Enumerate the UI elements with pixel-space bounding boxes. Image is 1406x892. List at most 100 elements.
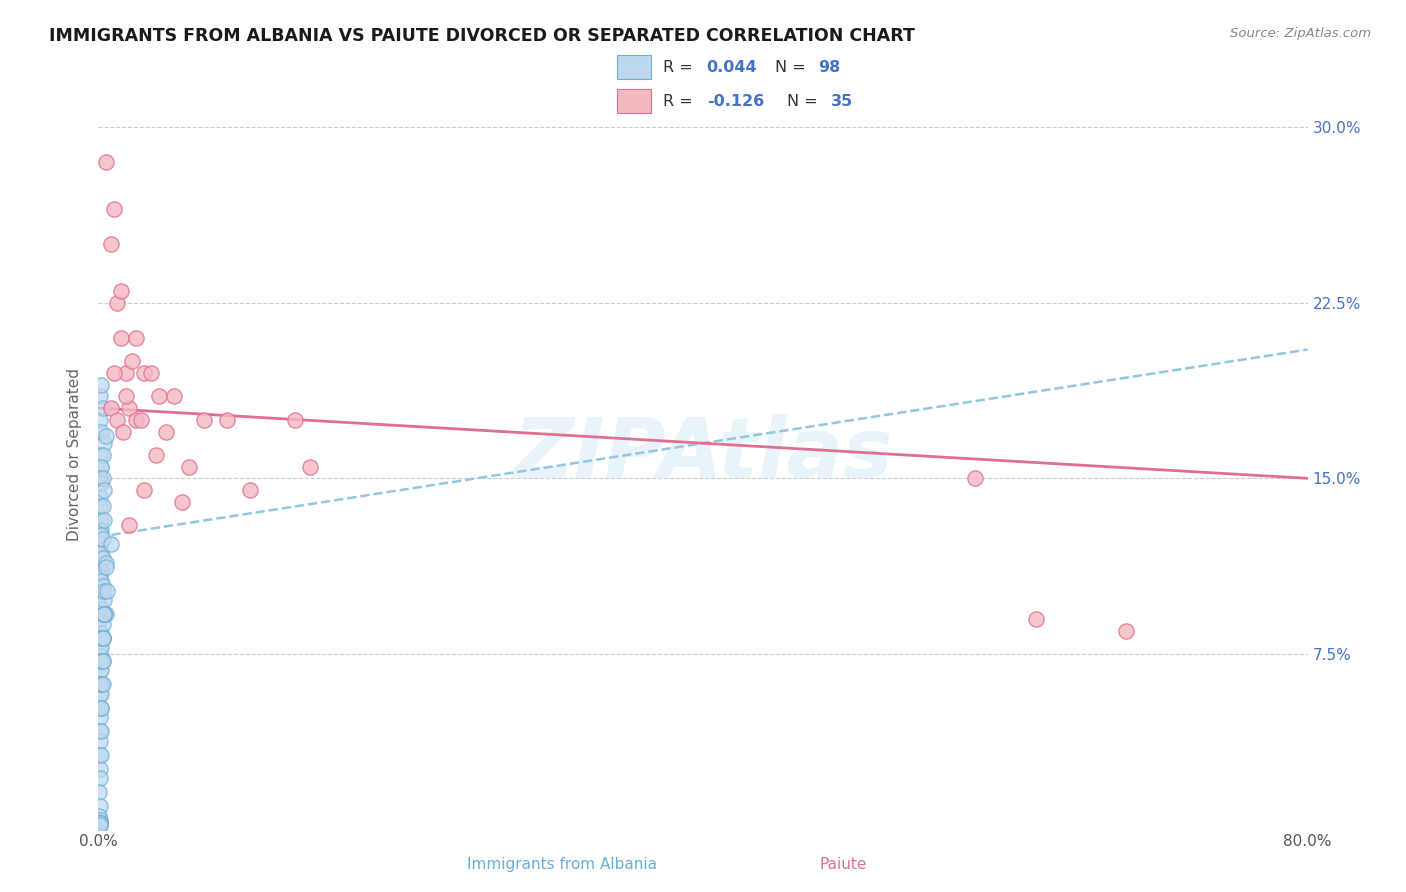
Point (90, 640, 112, 654)
Point (90, 677, 112, 691)
Point (90, 574, 112, 589)
Point (145, 448, 167, 462)
Point (89, 815, 111, 830)
Point (89, 389, 111, 403)
Point (89, 490, 111, 504)
Point (93, 513, 115, 527)
Point (90, 649, 112, 664)
Point (91, 631, 114, 645)
Point (89, 471, 111, 485)
Point (89, 710, 111, 724)
Point (90, 513, 112, 527)
Point (89, 815, 111, 830)
Point (89, 612, 111, 626)
Point (93, 607, 115, 621)
Text: 35: 35 (831, 94, 852, 109)
Point (89, 640, 111, 654)
Point (148, 389, 170, 403)
Point (89, 626, 111, 640)
Point (89, 747, 111, 762)
Point (125, 413, 148, 427)
Point (90, 687, 112, 701)
Point (103, 202, 125, 216)
Point (90, 654, 112, 668)
Point (89, 677, 111, 691)
Text: -0.126: -0.126 (707, 94, 763, 109)
Point (91, 654, 114, 668)
Point (91, 607, 114, 621)
Point (89, 808, 111, 822)
Point (100, 401, 122, 416)
Y-axis label: Divorced or Separated: Divorced or Separated (67, 368, 83, 541)
Point (89, 799, 111, 814)
Point (90, 747, 112, 762)
Point (284, 413, 307, 427)
Point (93, 607, 115, 621)
Point (91, 631, 114, 645)
Point (90, 724, 112, 739)
Point (90, 546, 112, 560)
Text: 98: 98 (818, 60, 841, 75)
Point (90, 565, 112, 579)
Point (89, 818, 111, 832)
Point (90, 677, 112, 691)
Point (132, 483, 155, 497)
Point (89, 583, 111, 598)
Point (90, 664, 112, 678)
Point (89, 654, 111, 668)
Point (93, 583, 115, 598)
Point (114, 366, 136, 380)
Point (94, 560, 117, 574)
Point (89, 814, 111, 828)
Point (89, 459, 111, 474)
Point (110, 284, 132, 298)
Point (89, 523, 111, 537)
Point (132, 366, 155, 380)
Point (94, 155, 117, 169)
Point (93, 607, 115, 621)
Point (91, 677, 114, 691)
Point (105, 295, 128, 310)
Point (89, 413, 111, 427)
Bar (617, 89, 651, 113)
Point (155, 425, 177, 439)
Point (129, 413, 152, 427)
Point (91, 654, 114, 668)
Point (89, 815, 111, 830)
Point (89, 546, 111, 560)
Point (91, 500, 114, 514)
Point (170, 494, 193, 508)
Point (91, 616, 114, 631)
Point (179, 459, 201, 474)
Point (89, 818, 111, 832)
Point (89, 771, 111, 785)
Point (96, 583, 118, 598)
Point (90, 602, 112, 616)
Point (91, 448, 114, 462)
Point (110, 331, 132, 345)
Point (89, 500, 111, 514)
Point (89, 598, 111, 612)
Point (215, 413, 238, 427)
Point (118, 518, 141, 533)
Point (90, 476, 112, 491)
Point (1115, 624, 1137, 638)
Point (89, 785, 111, 799)
Bar (617, 54, 651, 78)
Point (90, 523, 112, 537)
Point (91, 631, 114, 645)
Point (90, 701, 112, 715)
Point (89, 762, 111, 776)
Point (90, 701, 112, 715)
Point (90, 626, 112, 640)
Point (105, 413, 128, 427)
Point (89, 448, 111, 462)
Text: Immigrants from Albania: Immigrants from Albania (467, 857, 658, 872)
Text: 0.044: 0.044 (707, 60, 758, 75)
Point (965, 471, 987, 485)
Point (121, 354, 143, 368)
Point (90, 425, 112, 439)
Point (89, 724, 111, 739)
Point (299, 459, 322, 474)
Point (89, 815, 111, 830)
